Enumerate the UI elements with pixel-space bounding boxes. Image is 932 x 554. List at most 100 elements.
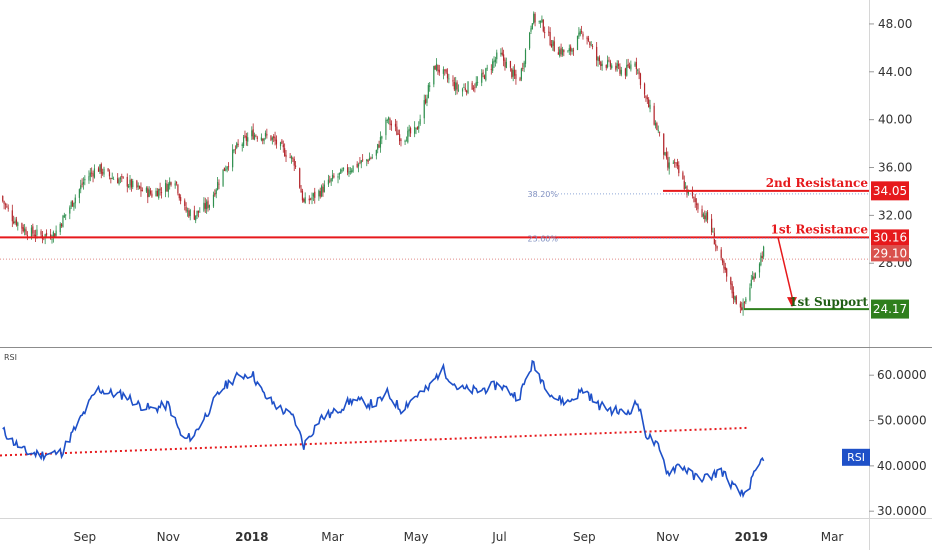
candle-body bbox=[615, 65, 617, 70]
candle-body bbox=[683, 180, 685, 190]
candle-body bbox=[320, 186, 323, 197]
candle-body bbox=[572, 50, 575, 52]
candle-body bbox=[17, 222, 19, 226]
candle-body bbox=[433, 66, 435, 85]
candle-body bbox=[637, 69, 639, 71]
candle-body bbox=[207, 200, 209, 209]
candle-body bbox=[529, 33, 531, 49]
candle-body bbox=[81, 183, 83, 185]
candle-body bbox=[21, 223, 23, 229]
candle-body bbox=[158, 189, 160, 198]
candle-body bbox=[359, 162, 361, 164]
candle-body bbox=[170, 182, 172, 185]
candle-body bbox=[504, 59, 506, 67]
candle-body bbox=[649, 104, 651, 110]
candle-body bbox=[174, 183, 176, 186]
candle-body bbox=[367, 160, 369, 163]
candle-body bbox=[466, 90, 468, 93]
price-tick-label: 44.00 bbox=[878, 65, 912, 79]
candle-body bbox=[232, 149, 234, 168]
candle-body bbox=[103, 168, 105, 175]
candle-body bbox=[337, 176, 339, 178]
candle-body bbox=[414, 126, 416, 134]
candle-body bbox=[370, 158, 372, 159]
candle-body bbox=[591, 46, 594, 47]
candlestick-series bbox=[2, 11, 765, 316]
candle-body bbox=[645, 95, 647, 98]
candle-body bbox=[279, 142, 282, 147]
candle-body bbox=[294, 165, 297, 167]
candle-body bbox=[607, 60, 609, 68]
candle-body bbox=[70, 202, 72, 207]
candle-body bbox=[262, 138, 264, 141]
candle-body bbox=[318, 190, 320, 197]
candle-body bbox=[742, 302, 744, 310]
price-tick-label: 48.00 bbox=[878, 17, 912, 31]
candle-body bbox=[399, 134, 401, 142]
time-tick-label: Mar bbox=[821, 530, 844, 544]
candle-body bbox=[255, 135, 257, 137]
candle-body bbox=[763, 246, 765, 257]
candle-body bbox=[24, 228, 26, 232]
time-tick-label: Mar bbox=[321, 530, 344, 544]
candle-body bbox=[730, 277, 732, 285]
candle-body bbox=[390, 123, 392, 126]
candle-body bbox=[126, 176, 128, 187]
candle-body bbox=[734, 296, 736, 301]
candle-body bbox=[702, 213, 705, 217]
candle-body bbox=[167, 184, 169, 192]
candle-body bbox=[464, 88, 466, 91]
candle-body bbox=[141, 190, 143, 192]
candle-body bbox=[88, 176, 90, 181]
candle-body bbox=[138, 185, 141, 189]
candle-body bbox=[375, 150, 377, 156]
badge-second-resistance bbox=[871, 181, 909, 201]
candle-body bbox=[129, 179, 131, 186]
candle-body bbox=[348, 171, 350, 174]
candle-body bbox=[185, 206, 187, 212]
candle-body bbox=[379, 137, 382, 148]
candle-body bbox=[371, 157, 373, 159]
candle-body bbox=[483, 75, 486, 79]
candle-body bbox=[13, 221, 15, 224]
candle-body bbox=[539, 20, 542, 23]
candle-body bbox=[82, 182, 85, 185]
candle-body bbox=[310, 198, 312, 200]
candle-body bbox=[716, 245, 718, 249]
candle-body bbox=[331, 174, 334, 179]
candle-body bbox=[108, 171, 111, 177]
candle-body bbox=[732, 291, 735, 300]
candle-body bbox=[416, 126, 418, 130]
candle-body bbox=[446, 73, 449, 79]
candle-body bbox=[40, 231, 42, 235]
candle-body bbox=[582, 33, 584, 37]
candle-body bbox=[648, 99, 650, 108]
candle-body bbox=[590, 44, 592, 46]
candle-body bbox=[605, 64, 607, 68]
candle-body bbox=[381, 136, 383, 139]
candle-body bbox=[474, 86, 476, 88]
candle-body bbox=[505, 61, 507, 69]
candle-body bbox=[93, 168, 96, 178]
candle-body bbox=[197, 210, 200, 213]
candle-body bbox=[203, 202, 205, 211]
candle-body bbox=[587, 38, 590, 41]
candle-body bbox=[463, 87, 465, 88]
candle-body bbox=[378, 144, 380, 148]
candle-body bbox=[360, 160, 362, 163]
candle-body bbox=[107, 168, 109, 171]
candle-body bbox=[616, 63, 618, 69]
candle-body bbox=[472, 88, 475, 90]
candle-body bbox=[550, 44, 553, 48]
badge-first-resistance-text: 30.16 bbox=[873, 230, 907, 244]
time-tick-label: Sep bbox=[573, 530, 596, 544]
candle-body bbox=[665, 152, 668, 158]
candle-body bbox=[137, 185, 139, 187]
candle-body bbox=[408, 129, 410, 132]
candle-body bbox=[180, 197, 182, 202]
candle-body bbox=[761, 256, 763, 259]
candle-body bbox=[273, 136, 275, 139]
candle-body bbox=[442, 69, 444, 74]
candle-body bbox=[299, 168, 301, 188]
candle-body bbox=[552, 40, 554, 46]
